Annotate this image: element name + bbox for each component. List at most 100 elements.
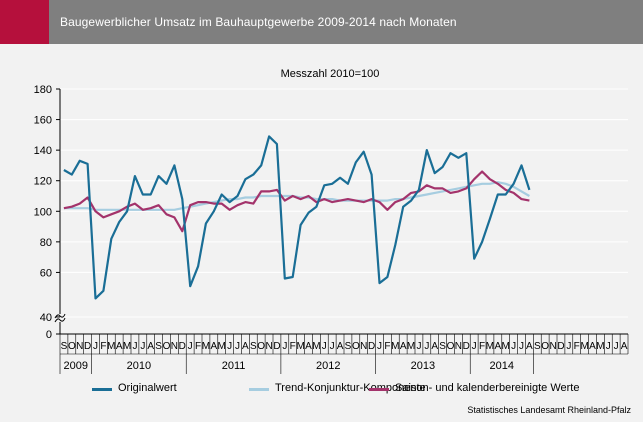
month-label: A [242, 341, 249, 352]
month-label: A [494, 341, 501, 352]
month-label: J [424, 341, 429, 352]
month-label: M [580, 341, 588, 352]
grid-lines [60, 88, 628, 318]
month-label: J [377, 341, 382, 352]
month-label: D [84, 341, 91, 352]
month-label: O [352, 341, 360, 352]
page-title: Baugewerblicher Umsatz im Bauhauptgewerb… [60, 15, 457, 29]
month-label: A [526, 341, 533, 352]
month-label: D [273, 341, 280, 352]
month-label: N [455, 341, 462, 352]
y-tick-label-40: 40 [40, 312, 52, 324]
month-label: J [416, 341, 421, 352]
month-label: F [384, 341, 390, 352]
month-label: M [296, 341, 304, 352]
month-label: O [68, 341, 76, 352]
month-label: M [202, 341, 210, 352]
legend-swatch-saison [369, 388, 389, 391]
month-label: J [282, 341, 287, 352]
series-line-0 [63, 135, 531, 300]
source-note: Statistisches Landesamt Rheinland-Pfalz [467, 405, 631, 415]
axis-break-upper [54, 313, 66, 319]
legend-label-originalwert: Originalwert [118, 382, 177, 394]
header-bar: Baugewerblicher Umsatz im Bauhauptgewerb… [0, 0, 643, 44]
month-label: F [574, 341, 580, 352]
month-label: S [534, 341, 541, 352]
month-label: S [345, 341, 352, 352]
month-label: D [463, 341, 470, 352]
month-label: J [566, 341, 571, 352]
month-label: A [210, 341, 217, 352]
month-label: J [132, 341, 137, 352]
month-label: S [155, 341, 162, 352]
year-label-2012: 2012 [316, 360, 340, 372]
month-label: S [439, 341, 446, 352]
month-label: J [93, 341, 98, 352]
month-label: N [171, 341, 178, 352]
month-label: A [116, 341, 123, 352]
y-tick-label-100: 100 [34, 206, 52, 218]
month-label: S [61, 341, 68, 352]
month-label: F [100, 341, 106, 352]
legend-label-saison: Saison- und kalenderbereinigte Werte [395, 382, 580, 394]
month-label: D [368, 341, 375, 352]
month-label: A [400, 341, 407, 352]
month-label: J [614, 341, 619, 352]
axis-break-lower [54, 317, 66, 323]
series-lines [63, 135, 531, 300]
header-accent [0, 0, 49, 44]
month-label: A [431, 341, 438, 352]
month-label: A [337, 341, 344, 352]
month-label: O [447, 341, 455, 352]
month-label: J [140, 341, 145, 352]
legend-swatch-originalwert [92, 388, 112, 391]
month-label: M [502, 341, 510, 352]
month-label: M [391, 341, 399, 352]
chart-panel [0, 44, 643, 422]
year-label-2011: 2011 [222, 360, 246, 372]
month-label: F [479, 341, 485, 352]
month-label: D [179, 341, 186, 352]
month-label: M [407, 341, 415, 352]
legend-label-trend: Trend-Konjunktur-Komponente [275, 382, 426, 394]
month-label: M [107, 341, 115, 352]
month-label: N [265, 341, 272, 352]
year-label-2013: 2013 [411, 360, 435, 372]
month-label: J [519, 341, 524, 352]
month-label: J [472, 341, 477, 352]
year-label-2014: 2014 [490, 360, 514, 372]
month-label: A [147, 341, 154, 352]
y-tick-label-60: 60 [40, 267, 52, 279]
year-label-2009: 2009 [64, 360, 88, 372]
y-tick-label-160: 160 [34, 115, 52, 127]
month-label: J [330, 341, 335, 352]
month-label: F [290, 341, 296, 352]
month-label: J [235, 341, 240, 352]
month-label: M [486, 341, 494, 352]
month-label: J [188, 341, 193, 352]
series-line-2 [63, 170, 530, 233]
legend-swatch-trend [249, 388, 269, 391]
month-label: J [227, 341, 232, 352]
month-label: J [322, 341, 327, 352]
y-tick-label-180: 180 [34, 84, 52, 96]
month-label: M [312, 341, 320, 352]
month-label: M [596, 341, 604, 352]
month-label: N [549, 341, 556, 352]
month-label: J [606, 341, 611, 352]
month-label: F [195, 341, 201, 352]
month-label: A [621, 341, 628, 352]
month-label: M [218, 341, 226, 352]
month-label: A [589, 341, 596, 352]
y-tick-label-0: 0 [46, 329, 52, 341]
month-label: N [76, 341, 83, 352]
y-tick-label-120: 120 [34, 176, 52, 188]
month-label: J [511, 341, 516, 352]
month-label: M [123, 341, 131, 352]
month-label: O [163, 341, 171, 352]
chart-subtitle: Messzahl 2010=100 [281, 68, 380, 80]
month-label: D [557, 341, 564, 352]
year-label-2010: 2010 [127, 360, 151, 372]
